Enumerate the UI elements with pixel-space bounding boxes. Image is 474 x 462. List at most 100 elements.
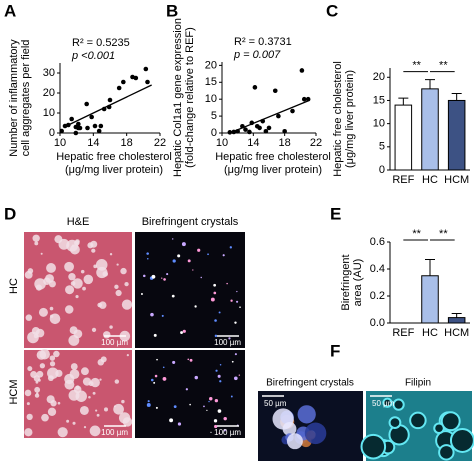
- droplet: [440, 411, 461, 432]
- y-axis-label: area (AU): [352, 259, 364, 307]
- crystal: [154, 374, 158, 378]
- vacuole: [49, 361, 56, 367]
- crystal: [229, 246, 232, 249]
- point: [85, 125, 90, 131]
- point: [272, 88, 278, 94]
- vacuole: [104, 407, 109, 412]
- crystal: [151, 274, 156, 279]
- error-bar: [451, 93, 462, 101]
- vacuole: [35, 380, 39, 384]
- error-bar: [398, 97, 409, 106]
- vacuole: [116, 263, 119, 266]
- vacuole: [113, 403, 124, 415]
- panel-letter: B: [166, 1, 178, 20]
- crystal: [172, 238, 174, 240]
- y-axis-label: (fold-change relative to REF): [184, 27, 196, 168]
- crystal: [236, 300, 239, 303]
- y-tick-label: 0.0: [370, 317, 385, 329]
- image-background: [135, 232, 245, 348]
- vacuole: [83, 425, 87, 429]
- vacuole: [75, 294, 79, 299]
- vacuole: [69, 369, 80, 380]
- crystal: [304, 422, 327, 445]
- point: [243, 127, 248, 132]
- point: [98, 123, 104, 129]
- y-tick-label: 10: [43, 107, 55, 119]
- crystal: [214, 319, 217, 322]
- crystal: [234, 353, 237, 356]
- vacuole: [49, 355, 56, 361]
- y-tick-label: 30: [43, 67, 55, 79]
- crystal: [208, 400, 210, 403]
- droplet: [449, 428, 474, 453]
- y-tick-label: 20: [373, 71, 385, 83]
- crystal: [213, 291, 217, 295]
- point: [59, 128, 64, 134]
- x-tick-label: 22: [154, 137, 166, 149]
- micrograph: [24, 232, 133, 348]
- crystal: [233, 376, 238, 381]
- crystal: [206, 409, 208, 411]
- x-tick-label: REF: [392, 174, 414, 186]
- point: [282, 129, 287, 134]
- crystal: [286, 433, 303, 450]
- crystal: [172, 360, 176, 364]
- vacuole: [32, 234, 40, 242]
- vacuole: [121, 299, 133, 310]
- crystal: [153, 381, 156, 384]
- column-header: Filipin: [405, 378, 431, 389]
- x-tick-label: HCM: [444, 174, 469, 186]
- crystal: [230, 395, 233, 398]
- vacuole: [26, 413, 33, 421]
- column-header: Birefringent crystals: [266, 378, 354, 389]
- point: [76, 121, 81, 127]
- point: [145, 79, 150, 85]
- vacuole: [53, 350, 60, 358]
- crystal: [215, 369, 218, 372]
- significance-label: **: [439, 228, 448, 240]
- vacuole: [82, 377, 92, 386]
- vacuole: [80, 269, 85, 274]
- significance-label: **: [412, 228, 421, 240]
- y-tick-label: 20: [43, 87, 55, 99]
- vacuole: [91, 327, 97, 333]
- crystal: [187, 259, 191, 263]
- crystal: [210, 297, 215, 302]
- crystal: [194, 305, 197, 308]
- vacuole: [64, 305, 74, 314]
- crystal: [146, 252, 149, 255]
- y-axis-label: (μg/mg liver protein): [344, 70, 356, 168]
- crystal: [147, 400, 150, 403]
- vacuole: [39, 363, 46, 369]
- vacuole: [113, 405, 116, 408]
- fit-line: [63, 84, 152, 128]
- micrograph: [258, 391, 363, 461]
- y-axis-label: Hepatic free cholesterol: [332, 61, 344, 177]
- vacuole: [34, 386, 41, 393]
- vacuole: [24, 389, 32, 397]
- crystal: [140, 292, 143, 295]
- crystal: [218, 432, 221, 435]
- x-tick-label: 22: [310, 137, 322, 149]
- vacuole: [38, 307, 48, 317]
- point: [77, 125, 83, 131]
- crystal: [153, 333, 157, 337]
- point: [96, 128, 102, 134]
- vacuole: [65, 285, 75, 295]
- crystal: [197, 248, 201, 252]
- vacuole: [49, 306, 54, 311]
- x-tick-label: 10: [216, 137, 228, 149]
- vacuole: [36, 370, 44, 378]
- x-tick-label: 18: [121, 137, 133, 149]
- bar: [447, 99, 466, 171]
- vacuole: [90, 377, 100, 388]
- crystal: [189, 403, 191, 406]
- crystal: [236, 290, 238, 293]
- vacuole: [45, 274, 54, 283]
- y-axis-label: cell aggregates per field: [20, 40, 32, 157]
- vacuole: [66, 419, 70, 423]
- vacuole: [35, 284, 42, 291]
- x-tick-label: 14: [87, 137, 99, 149]
- vacuole: [99, 378, 102, 381]
- crystal: [146, 402, 151, 407]
